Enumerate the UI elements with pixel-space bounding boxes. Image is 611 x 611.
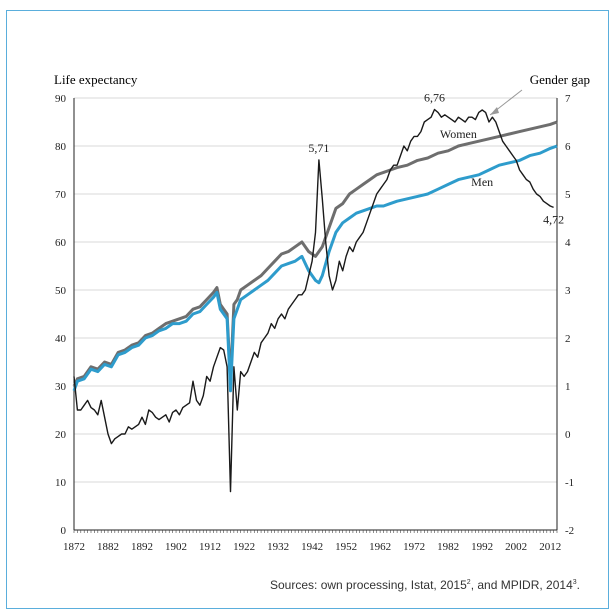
source-sup-1: 2 — [466, 579, 471, 586]
x-tick-label: 1932 — [267, 541, 289, 553]
series-lines — [72, 108, 558, 493]
y-right-tick-label: -1 — [565, 477, 574, 489]
y-left-tick-label: 40 — [55, 333, 67, 345]
annotation-label: Women — [440, 127, 477, 141]
x-tick-label: 2002 — [505, 541, 527, 553]
source-note: Sources: own processing, Istat, 20152, a… — [140, 578, 580, 592]
annotation-label: Men — [471, 175, 493, 189]
y-left-tick-label: 90 — [55, 93, 67, 105]
source-prefix: Sources: own processing, Istat, 2015 — [270, 578, 467, 592]
gridlines — [74, 97, 557, 483]
figure-frame — [6, 10, 609, 609]
y-left-tick-label: 20 — [55, 429, 67, 441]
annotations: 5,71 6,76 4,72 Women Men — [308, 89, 564, 226]
source-sup-2: 3 — [572, 579, 577, 586]
x-tick-label: 1902 — [165, 541, 187, 553]
right-axis-label: Gender gap — [530, 72, 590, 87]
annotation-label: 6,76 — [424, 91, 445, 105]
x-tick-label: 1892 — [131, 541, 153, 553]
y-left-tick-label: 0 — [61, 525, 67, 537]
x-tick-label: 1962 — [369, 541, 391, 553]
y-left-tick-label: 30 — [55, 381, 67, 393]
series-line-gender-gap — [73, 108, 554, 493]
x-tick-label: 1972 — [403, 541, 425, 553]
source-suffix: . — [576, 578, 580, 592]
x-tick-label: 1992 — [471, 541, 493, 553]
x-tick-label: 2012 — [539, 541, 561, 553]
y-right-tick-label: 7 — [565, 93, 571, 105]
x-tick-label: 1912 — [199, 541, 221, 553]
x-tick-label: 1882 — [97, 541, 119, 553]
gender-gap-arrowhead — [490, 107, 499, 115]
x-tick-label: 1872 — [63, 541, 85, 553]
source-middle: , and MPIDR, 2014 — [470, 578, 573, 592]
y-left-tick-label: 50 — [55, 285, 67, 297]
x-tick-label: 1942 — [301, 541, 323, 553]
y-right-tick-label: -2 — [565, 525, 574, 537]
y-right-tick-label: 0 — [565, 429, 571, 441]
y-right-tick-label: 6 — [565, 141, 571, 153]
y-left-tick-label: 70 — [55, 189, 67, 201]
x-tick-label: 1952 — [335, 541, 357, 553]
series-line-men — [72, 144, 558, 393]
y-left-tick-label: 10 — [55, 477, 67, 489]
series-line-women — [72, 120, 558, 387]
y-right-tick-label: 5 — [565, 189, 571, 201]
y-right-tick-label: 2 — [565, 333, 571, 345]
y-right-tick-label: 4 — [565, 237, 571, 249]
y-left-tick-label: 80 — [55, 141, 67, 153]
annotation-label: 5,71 — [308, 141, 329, 155]
axes — [73, 98, 558, 533]
y-right-tick-label: 1 — [565, 381, 571, 393]
x-tick-label: 1982 — [437, 541, 459, 553]
left-axis-label: Life expectancy — [54, 72, 138, 87]
y-right-tick-label: 3 — [565, 285, 571, 297]
annotation-label: 4,72 — [543, 212, 564, 226]
y-left-tick-label: 60 — [55, 237, 67, 249]
x-tick-label: 1922 — [233, 541, 255, 553]
tick-labels: 0 10 20 30 40 50 60 70 80 90 -2 -1 0 1 2 3 4 5 6 7 1872 1882 1… — [55, 93, 574, 553]
